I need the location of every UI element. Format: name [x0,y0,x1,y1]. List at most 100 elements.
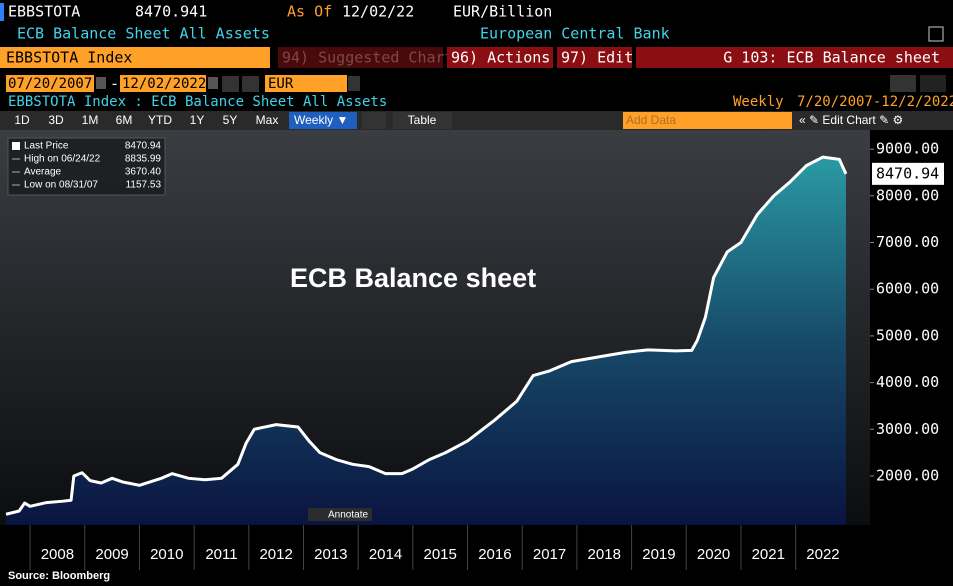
security: EBBSTOTA Index [6,49,132,67]
source: Source: Bloomberg [8,570,110,582]
x-tick-label: 2011 [205,546,237,563]
range-label: 6M [116,113,133,127]
y-tick-label: 8000.00 [876,186,939,204]
popout-icon[interactable] [928,26,944,42]
function-bar [636,47,953,68]
ticker: EBBSTOTA [8,3,80,21]
suggested-button[interactable] [278,47,443,68]
legend-value: 8835.99 [125,154,162,165]
x-tick-label: 2015 [424,546,457,563]
suggested-charts: 94) Suggested Charts [282,49,463,67]
y-tick-label: 6000.00 [876,280,939,298]
calendar-icon[interactable] [208,77,218,89]
legend-label: Average [24,167,62,178]
x-tick-label: 2009 [95,546,128,563]
frequency-button-label: Weekly ▼ [294,113,348,127]
area [6,157,846,525]
end-date-field[interactable] [120,75,206,92]
chart-title: ECB Balance sheet [290,263,536,293]
legend-label: Low on 08/31/07 [24,180,98,191]
range-label: 1Y [190,113,205,127]
x-tick-label: 2022 [806,546,839,563]
x-axis-band [0,525,870,570]
range-buttons: 1D 3D 1M 6M YTD 1Y 5Y Max [6,112,283,129]
legend-value: 3670.40 [125,167,162,178]
range-button[interactable] [40,112,72,129]
range-button[interactable] [74,112,106,129]
undo-button[interactable] [890,75,916,92]
function-title: G 103: ECB Balance sheet [723,49,940,67]
y-tick-label: 7000.00 [876,233,939,251]
end-date: 12/02/2022 [122,76,206,92]
range-label: 1M [82,113,99,127]
y-tick-label: 2000.00 [876,466,939,484]
range-button[interactable] [144,112,176,129]
x-tick-label: 2020 [697,546,730,563]
start-date-field[interactable] [6,75,94,92]
currency-field[interactable] [265,75,347,92]
chart-type-button[interactable] [362,112,386,129]
annotate: Annotate [328,510,368,521]
table-button[interactable] [393,112,452,129]
x-tick-label: 2016 [478,546,511,563]
add-data-field[interactable] [623,112,792,129]
range-button[interactable] [108,112,140,129]
units: EUR/Billion [453,3,552,21]
as-of-date: 12/02/22 [342,3,414,21]
date-dash: - [110,75,119,93]
x-tick-label: 2018 [588,546,621,563]
legend [7,137,166,196]
currency: EUR [268,76,294,92]
frequency-button[interactable] [289,112,357,129]
source-name: European Central Bank [480,25,670,43]
marker [0,3,4,21]
range-button[interactable] [6,112,38,129]
edit-chart[interactable]: « ✎ Edit Chart ✎ ⚙ [799,113,903,127]
prev-button[interactable] [222,76,239,92]
x-tick-label: 2021 [752,546,785,563]
axes: 2000.00 3000.00 4000.00 5000.00 6000.00 7000.… [29,140,944,570]
x-tick-label: 2019 [642,546,675,563]
range-label: 5Y [223,113,238,127]
line [5,155,848,516]
x-tick-label: 2017 [533,546,566,563]
legend-items: Last Price 8470.94 High on 06/24/22 8835.99… [12,141,161,191]
description: ECB Balance Sheet All Assets [17,25,270,43]
next-button[interactable] [242,76,259,92]
edit-button[interactable] [557,47,632,68]
security-field[interactable] [0,47,270,68]
redo-button[interactable] [920,75,946,92]
annotate-button[interactable] [308,508,372,521]
y-tick-label: 4000.00 [876,373,939,391]
range-label: 1D [14,113,30,127]
actions: 96) Actions ▾ [451,49,568,67]
x-tick-label: 2008 [41,546,74,563]
calendar-icon[interactable] [96,77,106,89]
table-label: Table [408,113,437,127]
start-date: 07/20/2007 [8,76,92,92]
period: 7/20/2007-12/2/2022 [797,94,953,110]
x-tick-label: 2010 [150,546,183,563]
legend-value: 8470.94 [125,141,162,152]
range-button[interactable] [214,112,246,129]
as-of-label: As Of [287,3,332,21]
legend-value: 1157.53 [126,180,162,191]
legend-swatch [12,142,20,150]
y-tick-label: 9000.00 [876,140,939,158]
legend-label: Last Price [24,141,69,152]
x-tick-label: 2014 [369,546,402,563]
frequency: Weekly [733,94,784,110]
y-tick-label: 3000.00 [876,420,939,438]
edit: 97) Edit ▾ [561,49,651,67]
y-tick-label: 5000.00 [876,326,939,344]
range-label: Max [256,113,279,127]
range-button[interactable] [181,112,213,129]
last-value-box [872,162,944,185]
actions-button[interactable] [447,47,553,68]
range-button[interactable] [251,112,283,129]
currency-dropdown[interactable] [348,76,360,91]
legend-label: High on 06/24/22 [24,154,101,165]
range-label: YTD [148,113,172,127]
add-data: Add Data [626,113,676,127]
